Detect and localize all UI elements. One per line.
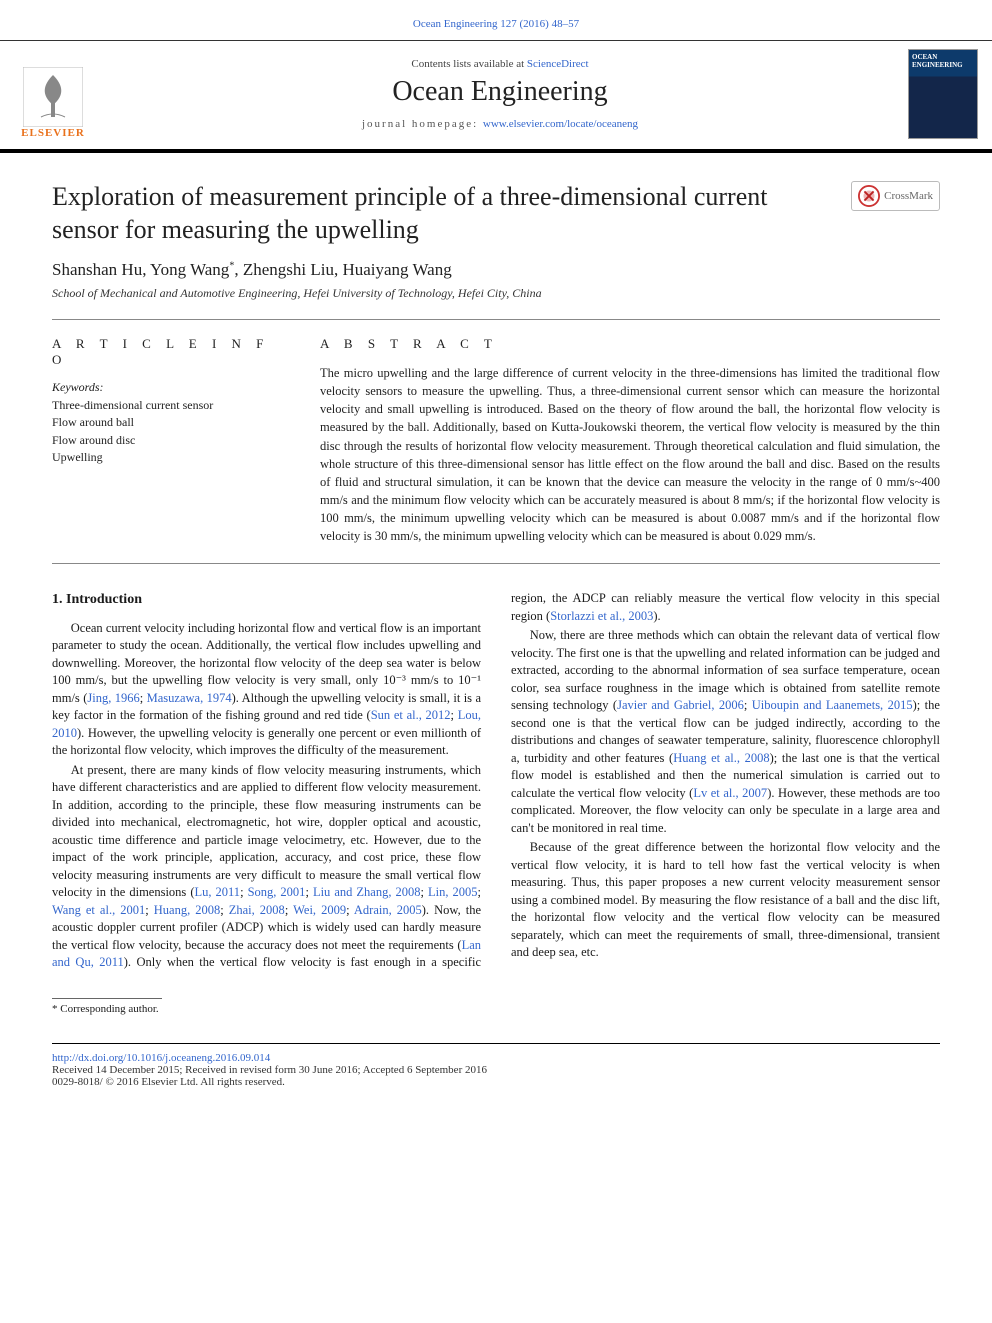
citation-link[interactable]: Ocean Engineering 127 (2016) 48–57 bbox=[413, 18, 579, 30]
ref-link[interactable]: Adrain, 2005 bbox=[354, 903, 422, 917]
journal-center: Contents lists available at ScienceDirec… bbox=[106, 58, 894, 130]
elsevier-tree-icon bbox=[23, 67, 83, 127]
homepage-prefix: journal homepage: bbox=[362, 118, 483, 130]
abstract-text: The micro upwelling and the large differ… bbox=[320, 364, 940, 545]
journal-cover-thumb: OCEAN ENGINEERING bbox=[908, 49, 978, 139]
affiliation: School of Mechanical and Automotive Engi… bbox=[52, 286, 940, 301]
doi-link[interactable]: http://dx.doi.org/10.1016/j.oceaneng.201… bbox=[52, 1052, 270, 1064]
article-history: Received 14 December 2015; Received in r… bbox=[52, 1064, 940, 1076]
abstract-label: A B S T R A C T bbox=[320, 336, 940, 352]
ref-link[interactable]: Wei, 2009 bbox=[293, 903, 346, 917]
corresponding-footnote: * Corresponding author. bbox=[0, 1003, 992, 1015]
footnote-separator bbox=[52, 998, 162, 999]
crossmark-icon bbox=[858, 185, 880, 207]
ref-link[interactable]: Lin, 2005 bbox=[428, 885, 478, 899]
keyword-item: Upwelling bbox=[52, 449, 284, 466]
homepage-line: journal homepage: www.elsevier.com/locat… bbox=[106, 118, 894, 130]
abstract-column: A B S T R A C T The micro upwelling and … bbox=[320, 336, 940, 545]
ref-link[interactable]: Lu, 2011 bbox=[194, 885, 240, 899]
journal-bar: ELSEVIER Contents lists available at Sci… bbox=[0, 40, 992, 153]
ref-link[interactable]: Zhai, 2008 bbox=[229, 903, 285, 917]
ref-link[interactable]: Javier and Gabriel, 2006 bbox=[617, 698, 744, 712]
homepage-link[interactable]: www.elsevier.com/locate/oceaneng bbox=[483, 118, 638, 130]
crossmark-badge[interactable]: CrossMark bbox=[851, 181, 940, 211]
ref-link[interactable]: Uiboupin and Laanemets, 2015 bbox=[752, 698, 913, 712]
contents-prefix: Contents lists available at bbox=[411, 58, 526, 70]
cover-thumb-title: OCEAN ENGINEERING bbox=[912, 53, 974, 69]
publisher-logo: ELSEVIER bbox=[14, 49, 92, 139]
article-title: Exploration of measurement principle of … bbox=[52, 181, 831, 246]
ref-link[interactable]: Wang et al., 2001 bbox=[52, 903, 145, 917]
section-heading-intro: 1. Introduction bbox=[52, 590, 481, 610]
sciencedirect-link[interactable]: ScienceDirect bbox=[527, 58, 589, 70]
article-info-label: A R T I C L E I N F O bbox=[52, 336, 284, 368]
keywords-heading: Keywords: bbox=[52, 380, 284, 395]
ref-link[interactable]: Huang, 2008 bbox=[154, 903, 220, 917]
ref-link[interactable]: Jing, 1966 bbox=[87, 691, 139, 705]
body-paragraph: Ocean current velocity including horizon… bbox=[52, 620, 481, 760]
ref-link[interactable]: Masuzawa, 1974 bbox=[147, 691, 232, 705]
keywords-list: Three-dimensional current sensor Flow ar… bbox=[52, 397, 284, 467]
running-header: Ocean Engineering 127 (2016) 48–57 bbox=[0, 0, 992, 40]
body-columns: 1. Introduction Ocean current velocity i… bbox=[52, 590, 940, 972]
ref-link[interactable]: Lv et al., 2007 bbox=[693, 786, 767, 800]
crossmark-label: CrossMark bbox=[884, 190, 933, 202]
authors-part1: Shanshan Hu, Yong Wang bbox=[52, 260, 229, 279]
publisher-label: ELSEVIER bbox=[21, 127, 85, 139]
journal-name: Ocean Engineering bbox=[106, 76, 894, 108]
ref-link[interactable]: Liu and Zhang, 2008 bbox=[313, 885, 421, 899]
footer-block: http://dx.doi.org/10.1016/j.oceaneng.201… bbox=[52, 1043, 940, 1118]
ref-link[interactable]: Huang et al., 2008 bbox=[673, 751, 769, 765]
footnote-mark: * bbox=[52, 1003, 58, 1015]
keyword-item: Flow around ball bbox=[52, 414, 284, 431]
info-abstract-block: A R T I C L E I N F O Keywords: Three-di… bbox=[52, 319, 940, 564]
ref-link[interactable]: Sun et al., 2012 bbox=[371, 708, 451, 722]
authors: Shanshan Hu, Yong Wang*, Zhengshi Liu, H… bbox=[52, 260, 940, 280]
ref-link[interactable]: Storlazzi et al., 2003 bbox=[550, 609, 653, 623]
contents-line: Contents lists available at ScienceDirec… bbox=[106, 58, 894, 70]
footnote-text: Corresponding author. bbox=[60, 1003, 158, 1015]
ref-link[interactable]: Song, 2001 bbox=[248, 885, 306, 899]
authors-part2: , Zhengshi Liu, Huaiyang Wang bbox=[234, 260, 451, 279]
copyright-line: 0029-8018/ © 2016 Elsevier Ltd. All righ… bbox=[52, 1076, 940, 1088]
body-paragraph: Because of the great difference between … bbox=[511, 839, 940, 962]
keyword-item: Three-dimensional current sensor bbox=[52, 397, 284, 414]
keyword-item: Flow around disc bbox=[52, 432, 284, 449]
body-paragraph: Now, there are three methods which can o… bbox=[511, 627, 940, 837]
article-info-column: A R T I C L E I N F O Keywords: Three-di… bbox=[52, 336, 284, 545]
